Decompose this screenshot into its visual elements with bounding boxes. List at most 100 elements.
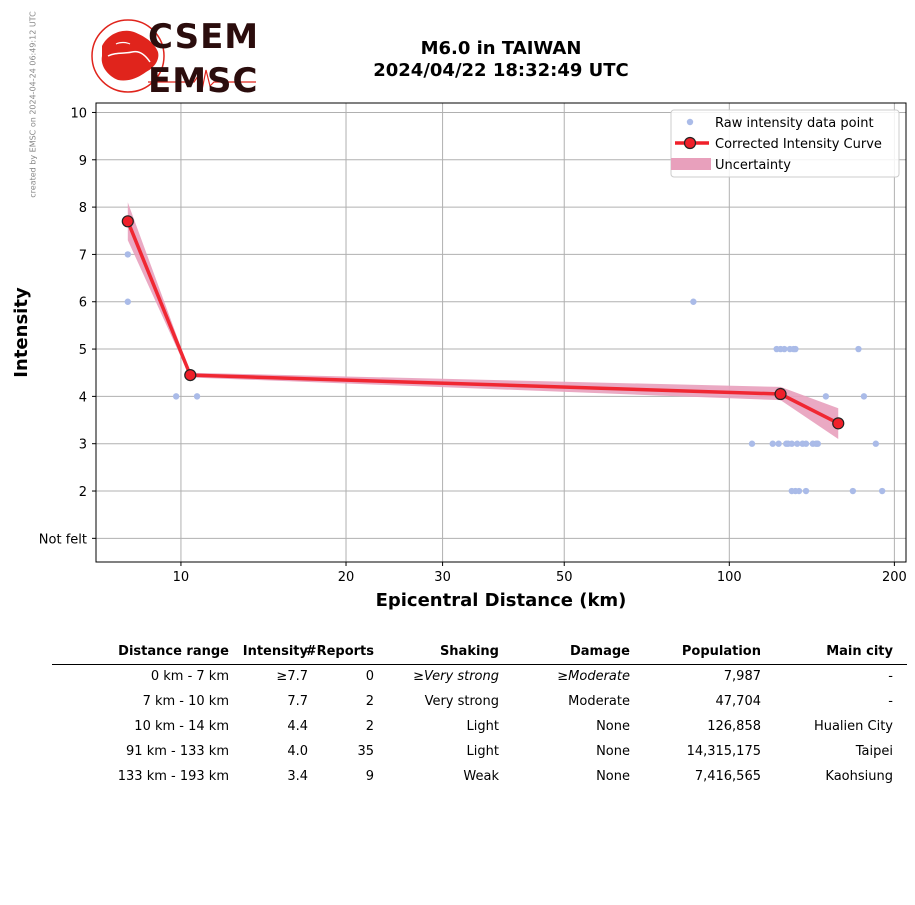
table-body: 0 km - 7 km ≥7.7 0 ≥Very strong ≥Moderate 7,9…	[52, 665, 907, 790]
x-tick-label: 20	[338, 570, 355, 585]
x-tick-label: 50	[556, 570, 573, 585]
cell-shaking: Light	[466, 744, 499, 759]
logo-emsc: EMSC	[148, 61, 259, 101]
y-tick-label: 3	[79, 438, 87, 453]
cell-main-city: -	[888, 694, 893, 709]
legend-raw-marker	[686, 118, 694, 126]
y-tick-label: Not felt	[39, 532, 87, 547]
raw-data-point	[124, 298, 132, 305]
y-tick-label: 5	[79, 343, 87, 358]
header-distance: Distance range	[118, 644, 229, 659]
x-tick-label: 10	[173, 570, 190, 585]
raw-data-point	[822, 393, 830, 400]
corrected-intensity-curve	[126, 220, 840, 425]
cell-shaking: Light	[466, 719, 499, 734]
chart-title: M6.0 in TAIWAN	[420, 38, 582, 59]
y-tick-label: 2	[79, 485, 87, 500]
globe-icon	[91, 19, 256, 93]
header-intensity: Intensity	[242, 644, 308, 659]
raw-data-point	[781, 345, 788, 353]
raw-data-point	[802, 487, 810, 495]
raw-data-point	[795, 487, 803, 495]
impact-table: Distance range Intensity #Reports Shakin…	[52, 640, 907, 790]
cell-population: 126,858	[707, 719, 761, 734]
cell-damage: ≥Moderate	[557, 669, 630, 684]
cell-reports: 0	[365, 669, 374, 684]
cell-distance: 91 km - 133 km	[126, 744, 229, 759]
cell-main-city: Hualien City	[813, 719, 893, 734]
raw-data-point	[172, 393, 180, 400]
plot-frame	[95, 102, 907, 563]
header-main-city: Main city	[826, 644, 893, 659]
chart-subtitle: 2024/04/22 18:32:49 UTC	[373, 60, 629, 81]
cell-reports: 2	[365, 719, 374, 734]
raw-data-point	[860, 393, 868, 400]
raw-data-point	[193, 393, 201, 400]
legend-curve-marker	[683, 136, 697, 150]
raw-data-point	[769, 440, 776, 447]
header-shaking: Shaking	[439, 644, 499, 659]
intensity-chart: 10 20 30 50 100 200 Not felt 2 3 4 5 6 7 8 9 10 Epicentr…	[11, 102, 907, 611]
cell-main-city: Taipei	[855, 744, 893, 759]
raw-data-point	[855, 345, 862, 353]
cell-reports: 9	[365, 769, 374, 784]
x-tick-label: 30	[434, 570, 451, 585]
header-damage: Damage	[569, 644, 630, 659]
emsc-logo: CSEM EMSC	[88, 16, 258, 100]
raw-data-point	[849, 487, 857, 495]
raw-data-point	[792, 345, 799, 353]
cell-distance: 0 km - 7 km	[150, 669, 229, 684]
table-row: 10 km - 14 km 4.4 2 Light None 126,858 Hualien…	[52, 715, 907, 740]
cell-intensity: ≥7.7	[276, 669, 308, 684]
cell-intensity: 3.4	[287, 769, 308, 784]
legend-raw-label: Raw intensity data point	[715, 116, 874, 131]
cell-main-city: Kaohsiung	[825, 769, 893, 784]
y-tick-label: 7	[79, 248, 87, 263]
cell-population: 47,704	[715, 694, 762, 709]
y-tick-label: 9	[79, 154, 87, 169]
table-row: 0 km - 7 km ≥7.7 0 ≥Very strong ≥Moderate 7,9…	[52, 665, 907, 690]
raw-data-point	[788, 440, 795, 447]
cell-intensity: 7.7	[287, 694, 308, 709]
cell-population: 7,987	[723, 669, 761, 684]
legend-uncertainty-label: Uncertainty	[715, 158, 791, 173]
curve-marker	[774, 387, 787, 401]
raw-data-point	[690, 298, 697, 305]
table-row: 133 km - 193 km 3.4 9 Weak None 7,416,565 Kaoh…	[52, 765, 907, 790]
table-row: 7 km - 10 km 7.7 2 Very strong Moderate 47,70…	[52, 690, 907, 715]
raw-data-point	[872, 440, 880, 447]
y-tick-label: 6	[79, 296, 87, 311]
x-tick-label: 200	[882, 570, 907, 585]
cell-intensity: 4.4	[287, 719, 308, 734]
raw-data-point	[814, 440, 821, 447]
header-reports: #Reports	[305, 644, 374, 659]
cell-damage: None	[596, 744, 630, 759]
y-axis-label: Intensity	[11, 287, 32, 378]
legend-uncertainty-swatch	[671, 158, 711, 170]
raw-data-point	[775, 440, 782, 447]
table-header: Distance range Intensity #Reports Shakin…	[52, 640, 907, 665]
raw-data-point	[878, 487, 886, 495]
curve-marker	[184, 368, 197, 382]
curve-marker	[832, 417, 845, 430]
raw-data-point	[124, 251, 132, 258]
raw-data-point	[748, 440, 756, 447]
cell-reports: 35	[357, 744, 374, 759]
cell-distance: 133 km - 193 km	[117, 769, 229, 784]
raw-data-point	[802, 440, 810, 447]
cell-intensity: 4.0	[287, 744, 308, 759]
cell-population: 14,315,175	[686, 744, 761, 759]
x-axis-label: Epicentral Distance (km)	[376, 590, 627, 611]
header-population: Population	[681, 644, 761, 659]
y-tick-label: 8	[79, 201, 87, 216]
x-tick-label: 100	[717, 570, 742, 585]
cell-shaking: ≥Very strong	[413, 669, 499, 684]
raw-data-point	[794, 440, 801, 447]
legend-curve-label: Corrected Intensity Curve	[715, 137, 882, 152]
cell-population: 7,416,565	[694, 769, 761, 784]
cell-distance: 10 km - 14 km	[134, 719, 229, 734]
curve-marker	[121, 215, 134, 228]
cell-damage: None	[596, 719, 630, 734]
legend-box	[670, 109, 900, 178]
cell-main-city: -	[888, 669, 893, 684]
